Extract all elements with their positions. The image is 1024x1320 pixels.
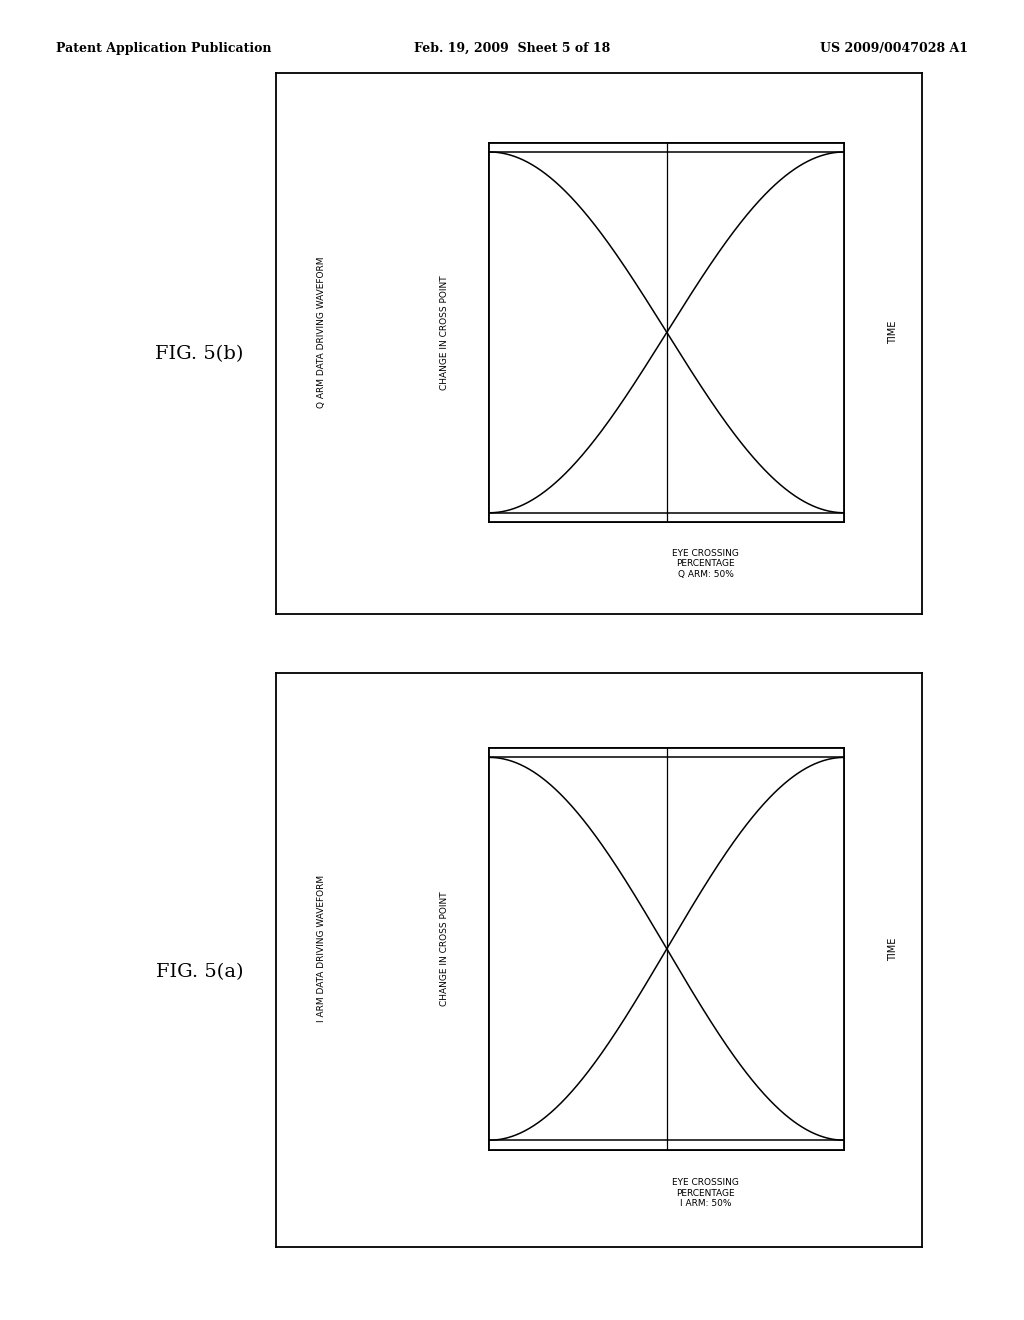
Text: Patent Application Publication: Patent Application Publication bbox=[56, 42, 271, 55]
Bar bbox=[489, 143, 844, 521]
Text: Feb. 19, 2009  Sheet 5 of 18: Feb. 19, 2009 Sheet 5 of 18 bbox=[414, 42, 610, 55]
Text: I ARM DATA DRIVING WAVEFORM: I ARM DATA DRIVING WAVEFORM bbox=[317, 875, 326, 1023]
Text: US 2009/0047028 A1: US 2009/0047028 A1 bbox=[819, 42, 968, 55]
Text: TIME: TIME bbox=[888, 937, 898, 961]
Text: EYE CROSSING
PERCENTAGE
I ARM: 50%: EYE CROSSING PERCENTAGE I ARM: 50% bbox=[672, 1179, 739, 1208]
Text: EYE CROSSING
PERCENTAGE
Q ARM: 50%: EYE CROSSING PERCENTAGE Q ARM: 50% bbox=[672, 549, 739, 578]
Text: FIG. 5(a): FIG. 5(a) bbox=[156, 962, 244, 981]
Text: TIME: TIME bbox=[888, 321, 898, 345]
Text: Q ARM DATA DRIVING WAVEFORM: Q ARM DATA DRIVING WAVEFORM bbox=[317, 256, 326, 408]
Text: FIG. 5(b): FIG. 5(b) bbox=[156, 345, 244, 363]
Text: CHANGE IN CROSS POINT: CHANGE IN CROSS POINT bbox=[439, 891, 449, 1006]
Text: CHANGE IN CROSS POINT: CHANGE IN CROSS POINT bbox=[439, 275, 449, 389]
Bar bbox=[489, 748, 844, 1150]
